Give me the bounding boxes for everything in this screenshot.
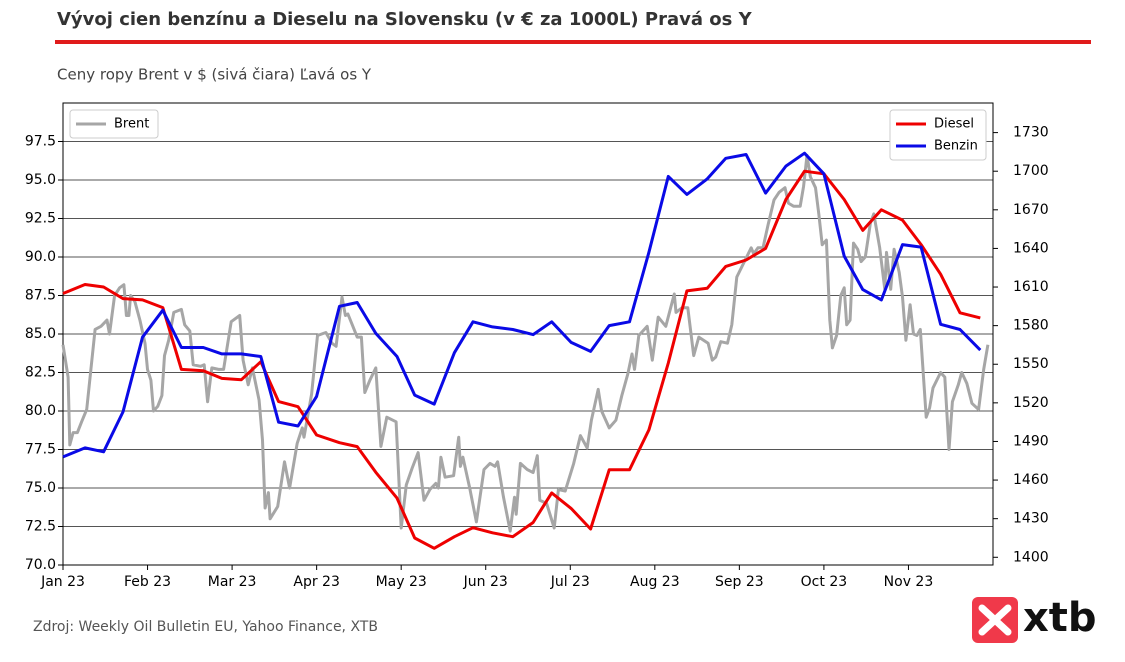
x-tick-label: Jan 23 <box>40 574 85 590</box>
y2-tick-label: 1730 <box>1013 125 1049 141</box>
x-tick-label: Jun 23 <box>463 574 508 590</box>
y2-tick-label: 1520 <box>1013 395 1049 411</box>
plot-frame <box>62 102 994 566</box>
chart-subtitle: Ceny ropy Brent v $ (sivá čiara) Ľavá os… <box>57 66 372 84</box>
y-tick-label: 97.5 <box>25 134 56 150</box>
series-line <box>61 153 990 533</box>
chart-title: Vývoj cien benzínu a Dieselu na Slovensk… <box>57 9 753 30</box>
x-tick-label: Feb 23 <box>124 574 171 590</box>
y2-tick-label: 1640 <box>1013 240 1049 256</box>
y2-tick-label: 1670 <box>1013 202 1049 218</box>
x-tick-label: Jul 23 <box>550 574 590 590</box>
y2-tick-label: 1460 <box>1013 472 1049 488</box>
logo-text: xtb <box>1023 595 1097 641</box>
x-tick-label: May 23 <box>376 574 427 590</box>
series-line <box>62 151 982 459</box>
y2-tick-label: 1400 <box>1013 549 1049 565</box>
y2-tick-label: 1550 <box>1013 356 1049 372</box>
legend-label: Benzin <box>934 139 978 154</box>
x-tick-label: Apr 23 <box>293 574 339 590</box>
y2-tick-label: 1430 <box>1013 511 1049 527</box>
title-rule <box>55 40 1091 44</box>
y2-tick-label: 1610 <box>1013 279 1049 295</box>
y-tick-label: 72.5 <box>25 519 56 535</box>
legend-label: Brent <box>114 117 149 132</box>
x-tick-label: Sep 23 <box>715 574 764 590</box>
y-tick-label: 92.5 <box>25 211 56 227</box>
x-tick-label: Aug 23 <box>630 574 680 590</box>
series-line <box>62 169 981 550</box>
y-tick-label: 75.0 <box>25 480 56 496</box>
y2-tick-label: 1700 <box>1013 163 1049 179</box>
x-tick-label: Oct 23 <box>801 574 847 590</box>
logo-cross <box>978 604 1012 636</box>
y-tick-label: 85.0 <box>25 326 56 342</box>
y-tick-label: 77.5 <box>25 442 56 458</box>
y-tick-label: 82.5 <box>25 365 56 381</box>
y-tick-label: 87.5 <box>25 288 56 304</box>
legend-label: Diesel <box>934 117 974 132</box>
y-tick-label: 80.0 <box>25 403 56 419</box>
x-tick-label: Mar 23 <box>208 574 257 590</box>
y-tick-label: 95.0 <box>25 172 56 188</box>
y-tick-label: 70.0 <box>25 557 56 573</box>
x-tick-label: Nov 23 <box>884 574 934 590</box>
source: Zdroj: Weekly Oil Bulletin EU, Yahoo Fin… <box>33 619 378 635</box>
y2-tick-label: 1580 <box>1013 318 1049 334</box>
y2-tick-label: 1490 <box>1013 433 1049 449</box>
legend-box <box>69 109 159 139</box>
y-tick-label: 90.0 <box>25 249 56 265</box>
